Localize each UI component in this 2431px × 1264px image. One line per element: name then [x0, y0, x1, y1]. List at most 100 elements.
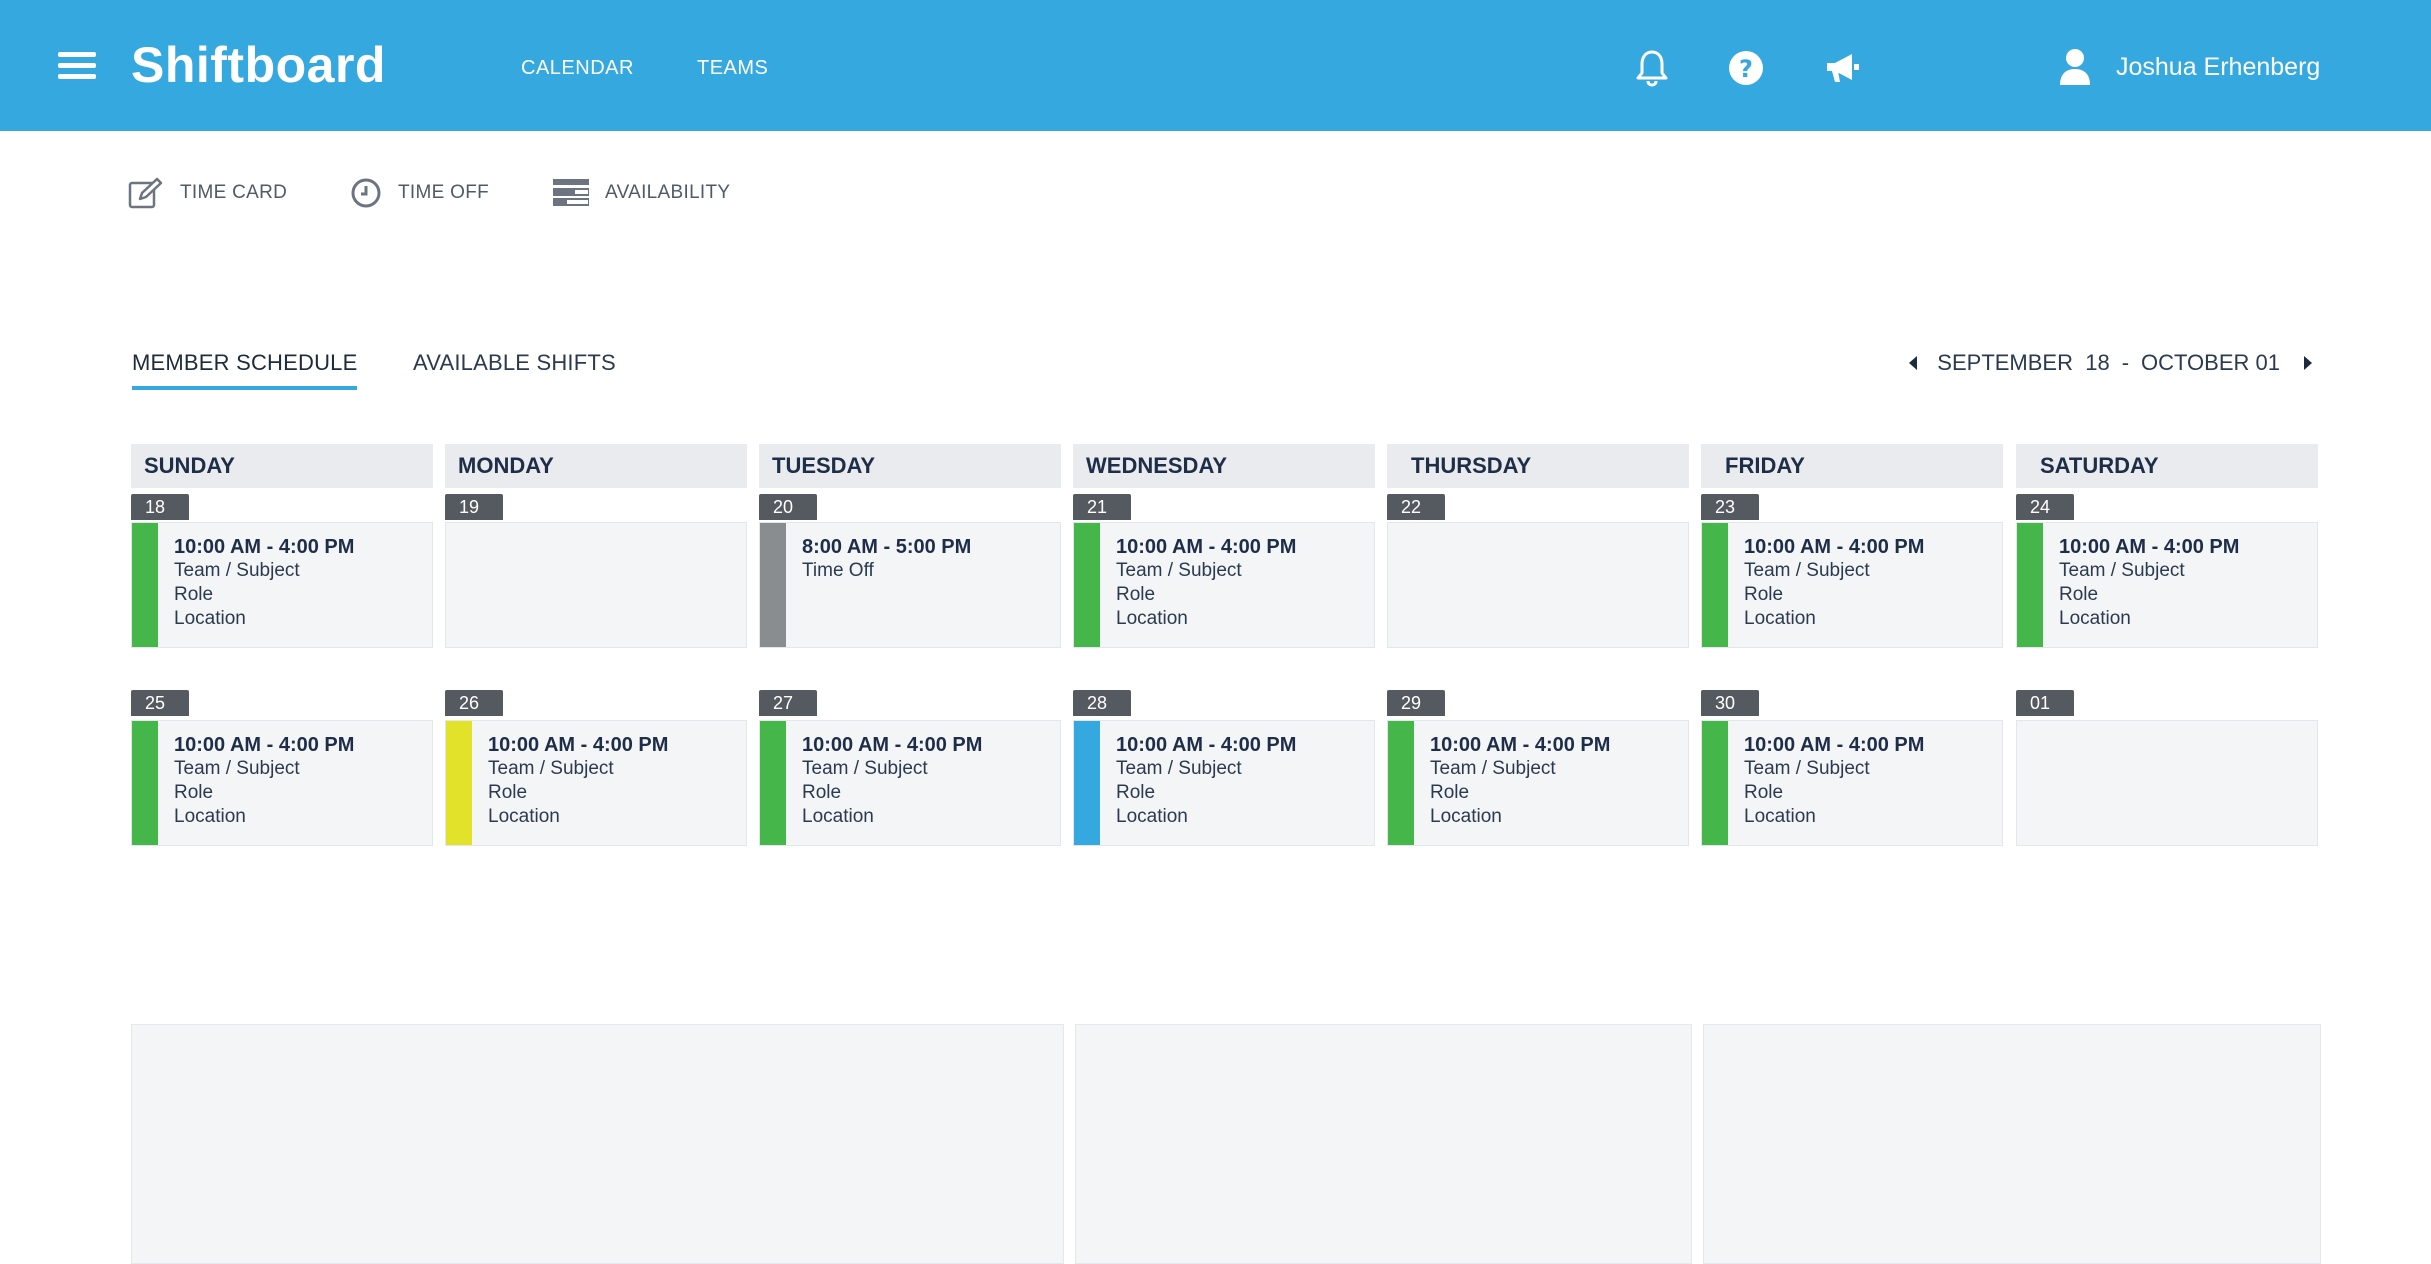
shift-location: Location — [1116, 806, 1188, 827]
shift-location: Location — [802, 806, 874, 827]
shift-time: 10:00 AM - 4:00 PM — [1116, 536, 1297, 558]
shift-location: Location — [2059, 608, 2131, 629]
shift-card[interactable]: 10:00 AM - 4:00 PM Team / Subject Role Loca… — [1701, 720, 2003, 846]
date-range-start: SEPTEMBER 18 — [1937, 350, 2110, 375]
brand-logo[interactable]: Shiftboard — [131, 37, 386, 93]
empty-day-cell[interactable] — [2016, 720, 2318, 846]
shift-card[interactable]: 10:00 AM - 4:00 PM Team / Subject Role Loca… — [131, 720, 433, 846]
shift-color-bar — [2017, 523, 2043, 647]
day-header-wednesday: WEDNESDAY — [1073, 444, 1375, 488]
date-badge: 21 — [1073, 494, 1131, 520]
help-icon[interactable]: ? — [1726, 48, 1766, 88]
shift-role: Role — [1430, 782, 1470, 803]
shift-team: Team / Subject — [2059, 560, 2185, 581]
shift-team: Team / Subject — [174, 560, 300, 581]
megaphone-icon[interactable] — [1822, 48, 1862, 88]
nav-calendar[interactable]: CALENDAR — [521, 57, 634, 79]
day-header-monday: MONDAY — [445, 444, 747, 488]
shift-location: Location — [488, 806, 560, 827]
shift-team: Team / Subject — [488, 758, 614, 779]
date-badge: 23 — [1701, 494, 1759, 520]
shift-details: 10:00 AM - 4:00 PM Team / Subject Role Loca… — [802, 733, 982, 829]
shift-team: Team / Subject — [1744, 560, 1870, 581]
shift-role: Role — [802, 782, 842, 803]
tab-available-shifts[interactable]: AVAILABLE SHIFTS — [413, 350, 616, 375]
date-badge: 28 — [1073, 690, 1131, 716]
shift-color-bar — [132, 523, 158, 647]
shift-details: 10:00 AM - 4:00 PM Team / Subject Role Loca… — [174, 535, 354, 631]
svg-text:?: ? — [1739, 55, 1753, 83]
shift-time: 10:00 AM - 4:00 PM — [488, 734, 669, 756]
shift-time: 10:00 AM - 4:00 PM — [1744, 734, 1925, 756]
time-card-label: TIME CARD — [180, 182, 288, 203]
top-bar: Shiftboard CALENDAR TEAMS ? Joshua Erhen… — [0, 0, 2431, 131]
shift-time: 10:00 AM - 4:00 PM — [802, 734, 983, 756]
date-range-separator: - — [2121, 350, 2130, 375]
date-badge: 25 — [131, 690, 189, 716]
shift-color-bar — [1074, 721, 1100, 845]
shift-details: 10:00 AM - 4:00 PM Team / Subject Role Loca… — [1430, 733, 1610, 829]
date-badge: 20 — [759, 494, 817, 520]
shift-location: Location — [1116, 608, 1188, 629]
user-icon[interactable] — [2058, 48, 2092, 86]
time-off-label: TIME OFF — [398, 182, 490, 203]
bottom-panel-3 — [1703, 1024, 2321, 1264]
shift-card[interactable]: 10:00 AM - 4:00 PM Team / Subject Role Loca… — [1073, 720, 1375, 846]
date-badge: 24 — [2016, 494, 2074, 520]
date-badge: 19 — [445, 494, 503, 520]
shift-team: Team / Subject — [1116, 758, 1242, 779]
date-badge: 01 — [2016, 690, 2074, 716]
shift-details: 10:00 AM - 4:00 PM Team / Subject Role Loca… — [488, 733, 668, 829]
shift-card[interactable]: 10:00 AM - 4:00 PM Team / Subject Role Loca… — [2016, 522, 2318, 648]
day-header-friday: FRIDAY — [1701, 444, 2003, 488]
date-range-end: OCTOBER 01 — [2141, 350, 2280, 375]
shift-details: 10:00 AM - 4:00 PM Team / Subject Role Loca… — [1744, 733, 1924, 829]
shift-location: Location — [1744, 608, 1816, 629]
day-header-saturday: SATURDAY — [2016, 444, 2318, 488]
shift-color-bar — [1702, 721, 1728, 845]
date-badge: 26 — [445, 690, 503, 716]
shift-card[interactable]: 10:00 AM - 4:00 PM Team / Subject Role Loca… — [759, 720, 1061, 846]
shift-card[interactable]: 10:00 AM - 4:00 PM Team / Subject Role Loca… — [445, 720, 747, 846]
shift-role: Role — [174, 782, 214, 803]
date-badge: 29 — [1387, 690, 1445, 716]
shift-role: Role — [2059, 584, 2099, 605]
shift-color-bar — [1074, 523, 1100, 647]
availability-button[interactable]: AVAILABILITY — [553, 176, 730, 210]
availability-icon — [553, 179, 589, 206]
hamburger-icon[interactable] — [58, 52, 96, 80]
shift-role: Role — [488, 782, 528, 803]
next-icon[interactable] — [2304, 356, 2312, 370]
shift-card[interactable]: 8:00 AM - 5:00 PM Time Off — [759, 522, 1061, 648]
availability-label: AVAILABILITY — [605, 182, 731, 203]
date-badge: 30 — [1701, 690, 1759, 716]
day-header-sunday: SUNDAY — [131, 444, 433, 488]
bell-icon[interactable] — [1632, 48, 1672, 88]
shift-card[interactable]: 10:00 AM - 4:00 PM Team / Subject Role Loca… — [1701, 522, 2003, 648]
shift-location: Location — [174, 608, 246, 629]
day-header-tuesday: TUESDAY — [759, 444, 1061, 488]
nav-teams[interactable]: TEAMS — [697, 57, 769, 79]
time-off-button[interactable]: TIME OFF — [350, 176, 489, 210]
shift-role: Role — [174, 584, 214, 605]
shift-color-bar — [1702, 523, 1728, 647]
shift-card[interactable]: 10:00 AM - 4:00 PM Team / Subject Role Loca… — [1073, 522, 1375, 648]
shift-card[interactable]: 10:00 AM - 4:00 PM Team / Subject Role Loca… — [131, 522, 433, 648]
shift-card[interactable]: 10:00 AM - 4:00 PM Team / Subject Role Loca… — [1387, 720, 1689, 846]
shift-team: Team / Subject — [1116, 560, 1242, 581]
shift-role: Role — [1744, 584, 1784, 605]
previous-icon[interactable] — [1909, 356, 1918, 370]
shift-color-bar — [760, 721, 786, 845]
date-range: SEPTEMBER 18 - OCTOBER 01 — [1909, 350, 2312, 376]
shift-team: Team / Subject — [1430, 758, 1556, 779]
day-header-thursday: THURSDAY — [1387, 444, 1689, 488]
bottom-panel-1 — [131, 1024, 1064, 1264]
empty-day-cell[interactable] — [445, 522, 747, 648]
user-name[interactable]: Joshua Erhenberg — [2116, 53, 2321, 81]
empty-day-cell[interactable] — [1387, 522, 1689, 648]
tab-member-schedule[interactable]: MEMBER SCHEDULE — [132, 350, 358, 390]
shift-details: 10:00 AM - 4:00 PM Team / Subject Role Loca… — [2059, 535, 2239, 631]
shift-time: 10:00 AM - 4:00 PM — [174, 734, 355, 756]
time-card-button[interactable]: TIME CARD — [128, 176, 287, 210]
shift-team: Team / Subject — [1744, 758, 1870, 779]
